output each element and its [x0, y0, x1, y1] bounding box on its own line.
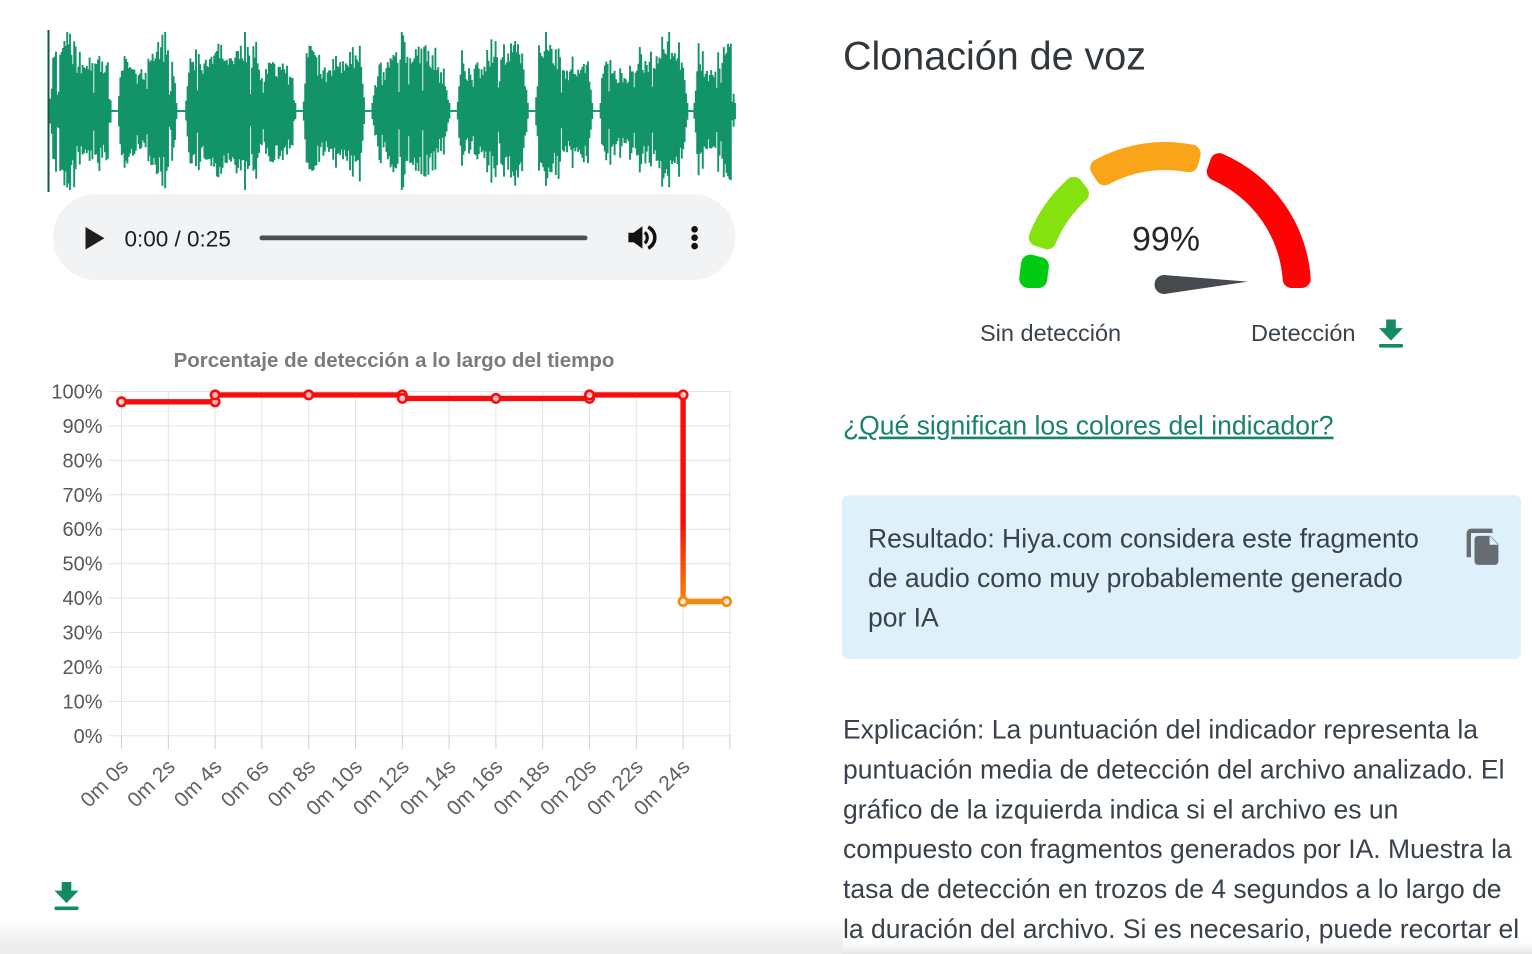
svg-text:0%: 0%: [74, 726, 103, 748]
svg-text:10%: 10%: [62, 691, 102, 713]
svg-text:99%: 99%: [1132, 221, 1200, 259]
svg-text:Porcentaje de detección a lo l: Porcentaje de detección a lo largo del t…: [174, 349, 615, 372]
svg-text:100%: 100%: [51, 382, 102, 404]
svg-text:0m 0s: 0m 0s: [76, 755, 133, 812]
svg-text:50%: 50%: [62, 554, 102, 576]
svg-text:0:00 / 0:25: 0:00 / 0:25: [125, 227, 231, 252]
svg-text:60%: 60%: [62, 519, 102, 541]
svg-text:Sin detección: Sin detección: [980, 320, 1121, 346]
svg-text:Explicación: La puntuación del: Explicación: La puntuación del indicador…: [843, 715, 1519, 945]
svg-text:30%: 30%: [62, 623, 102, 645]
svg-text:40%: 40%: [62, 588, 102, 610]
svg-text:0m 2s: 0m 2s: [123, 755, 180, 812]
svg-text:0m 6s: 0m 6s: [217, 755, 274, 812]
svg-text:Clonación de voz: Clonación de voz: [843, 35, 1146, 79]
svg-text:70%: 70%: [62, 485, 102, 507]
svg-text:80%: 80%: [62, 450, 102, 472]
svg-text:¿Qué significan los colores de: ¿Qué significan los colores del indicado…: [843, 411, 1334, 441]
svg-text:Resultado: Hiya.com considera: Resultado: Hiya.com considera este fragm…: [868, 523, 1419, 632]
svg-text:20%: 20%: [62, 657, 102, 679]
svg-text:Detección: Detección: [1251, 320, 1356, 346]
svg-text:90%: 90%: [62, 416, 102, 438]
svg-text:0m 4s: 0m 4s: [170, 755, 227, 812]
